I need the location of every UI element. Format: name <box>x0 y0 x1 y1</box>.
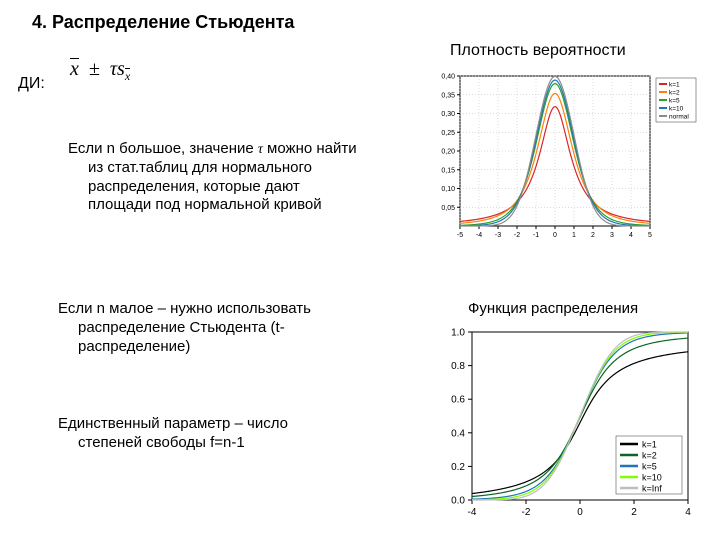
svg-text:0,20: 0,20 <box>441 149 455 156</box>
formula: x ± τsx <box>70 58 130 84</box>
svg-text:0.4: 0.4 <box>451 428 465 439</box>
svg-text:1: 1 <box>572 232 576 239</box>
svg-text:-3: -3 <box>495 232 501 239</box>
formula-s: s <box>117 58 125 80</box>
svg-text:-2: -2 <box>514 232 520 239</box>
pdf-chart: -5 -4 -3 -2 -1 0 1 2 3 4 5 0,05 0,10 0,15 0,20 0,25 0,30… <box>430 70 700 250</box>
paragraph-small-n: Если n малое – нужно использовать распре… <box>18 300 328 356</box>
svg-text:0.8: 0.8 <box>451 361 465 372</box>
formula-sub: x <box>125 69 130 84</box>
svg-text:0: 0 <box>553 232 557 239</box>
svg-text:0.0: 0.0 <box>451 496 465 507</box>
svg-text:0,05: 0,05 <box>441 205 455 212</box>
svg-text:1.0: 1.0 <box>451 328 465 339</box>
svg-text:k=Inf: k=Inf <box>642 484 662 494</box>
svg-text:0,10: 0,10 <box>441 186 455 193</box>
formula-tau: τ <box>110 58 117 80</box>
svg-text:0.2: 0.2 <box>451 462 465 473</box>
svg-text:normal: normal <box>669 114 689 121</box>
svg-text:0,15: 0,15 <box>441 167 455 174</box>
confidence-interval-label: ДИ: <box>18 75 45 93</box>
svg-text:k=10: k=10 <box>642 473 662 483</box>
paragraph-large-n: Если n большое, значение τ можно найти и… <box>28 140 358 215</box>
svg-text:0.6: 0.6 <box>451 395 465 406</box>
svg-text:4: 4 <box>629 232 633 239</box>
cdf-chart: -4 -2 0 2 4 0.0 0.2 0.4 0.6 0.8 1.0 k=1k=2k=5k=10k=… <box>438 326 700 524</box>
svg-text:-1: -1 <box>533 232 539 239</box>
svg-text:k=5: k=5 <box>669 98 680 105</box>
svg-text:4: 4 <box>685 507 691 518</box>
svg-text:0,30: 0,30 <box>441 111 455 118</box>
svg-text:k=2: k=2 <box>642 451 657 461</box>
svg-text:0,35: 0,35 <box>441 92 455 99</box>
cdf-label: Функция распределения <box>468 300 638 317</box>
svg-text:2: 2 <box>631 507 637 518</box>
svg-text:k=1: k=1 <box>642 440 657 450</box>
formula-xbar: x <box>70 58 79 81</box>
density-label: Плотность вероятности <box>450 42 626 60</box>
paragraph-dof: Единственный параметр – число степеней с… <box>18 415 328 453</box>
svg-text:-4: -4 <box>476 232 482 239</box>
svg-text:-5: -5 <box>457 232 463 239</box>
svg-text:2: 2 <box>591 232 595 239</box>
svg-text:k=2: k=2 <box>669 90 680 97</box>
svg-text:3: 3 <box>610 232 614 239</box>
svg-text:0,25: 0,25 <box>441 130 455 137</box>
formula-pm: ± <box>89 58 100 80</box>
svg-text:0,40: 0,40 <box>441 74 455 81</box>
svg-text:-2: -2 <box>522 507 531 518</box>
svg-text:5: 5 <box>648 232 652 239</box>
svg-text:-4: -4 <box>468 507 477 518</box>
p1-a: Если n большое, значение <box>68 140 258 157</box>
page-title: 4. Распределение Стьюдента <box>32 12 294 33</box>
svg-text:k=1: k=1 <box>669 82 680 89</box>
svg-text:0: 0 <box>577 507 583 518</box>
svg-text:k=10: k=10 <box>669 106 684 113</box>
svg-text:k=5: k=5 <box>642 462 657 472</box>
